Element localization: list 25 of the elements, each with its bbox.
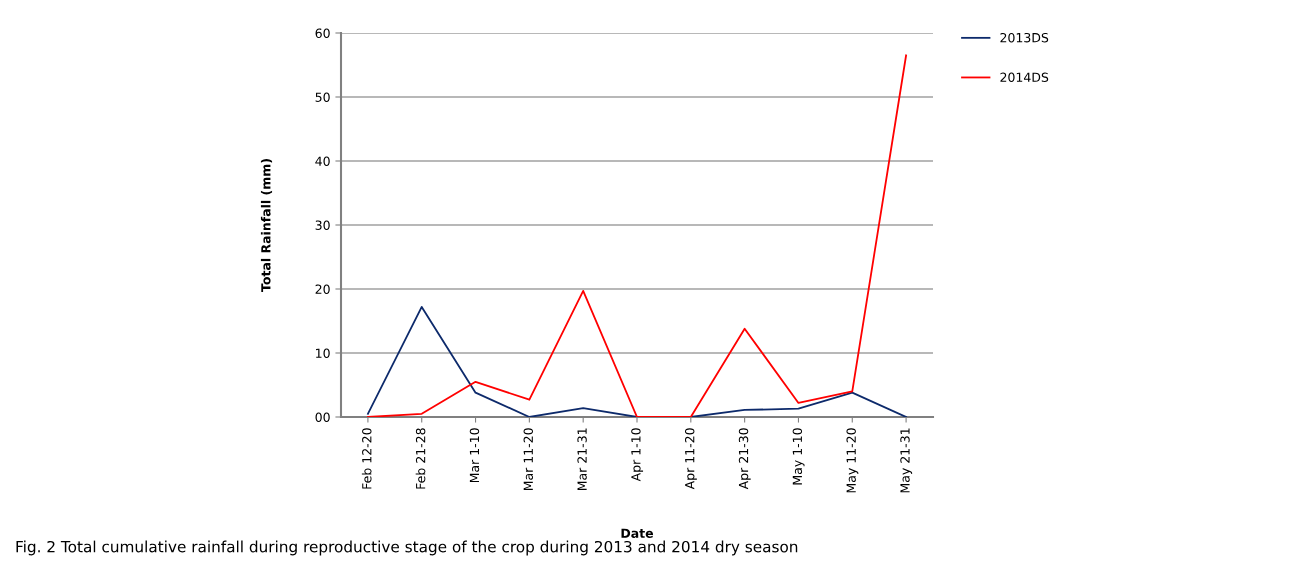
x-tick-label: May 21-31: [900, 428, 913, 493]
legend-label: 2013DS: [1000, 32, 1049, 43]
caption: Fig. 2 Total cumulative rainfall during reproductive stage of the crop during 2013 and 2014 dry season: [16, 540, 798, 556]
x-tick-label: Feb 21-28: [415, 428, 426, 489]
y-tick-label: 20: [315, 284, 330, 294]
y-tick-label: 00: [315, 412, 330, 422]
x-tick-label: May 11-20: [846, 428, 859, 493]
line-series: [367, 54, 907, 417]
x-tick-label: Apr 11-20: [684, 428, 697, 490]
y-tick-label: 30: [315, 220, 330, 230]
x-tick-label: Feb 12-20: [361, 428, 372, 489]
x-tick-label: Apr 1-10: [631, 428, 644, 482]
x-tick-label: Mar 21-31: [577, 428, 587, 491]
y-tick-label: 60: [315, 28, 330, 38]
x-axis-title: Date: [621, 528, 654, 538]
x-tick-label: Mar 11-20: [523, 428, 533, 491]
line-series: [367, 306, 907, 417]
x-tick-label: Mar 1-10: [469, 428, 480, 483]
legend-label: 2014DS: [1000, 72, 1049, 82]
x-tick-label: May 1-10: [792, 428, 805, 485]
y-axis-title: Total Rainfall (mm): [260, 159, 273, 292]
y-tick-label: 40: [315, 156, 330, 166]
y-tick-label: 50: [315, 92, 330, 102]
x-tick-label: Apr 21-30: [738, 428, 751, 490]
y-tick-label: 10: [316, 348, 330, 358]
